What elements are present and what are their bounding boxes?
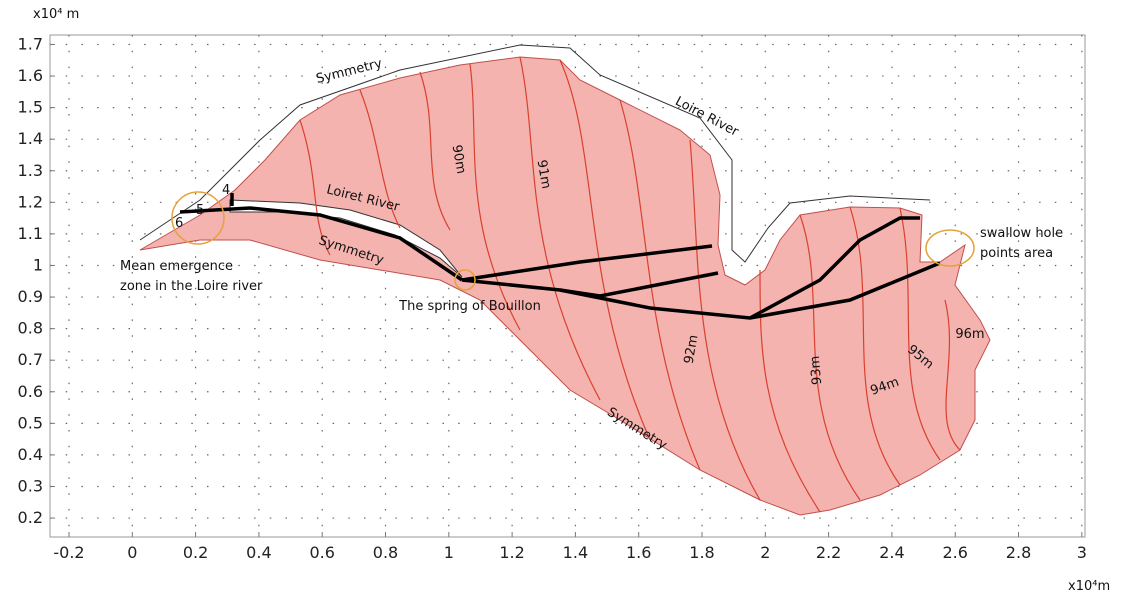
x-tick-label: 1.4 [563, 543, 588, 562]
annotation: 4 [222, 183, 230, 198]
y-tick-label: 1.4 [18, 129, 43, 148]
y-tick-label: 1.6 [18, 66, 43, 85]
x-tick-label: 2.8 [1006, 543, 1031, 562]
annotation: swallow hole [980, 226, 1063, 241]
y-tick-label: 0.8 [18, 319, 43, 338]
y-tick-label: 0.7 [18, 350, 43, 369]
y-tick-label: 0.2 [18, 508, 43, 527]
conduits [179, 193, 941, 320]
x-tick-label: 2.2 [816, 543, 841, 562]
x-tick-label: 0.2 [183, 543, 208, 562]
x-tick-label: 1.8 [689, 543, 714, 562]
x-unit: x10⁴m [1068, 579, 1110, 594]
annotation: Mean emergence [120, 259, 233, 274]
y-tick-label: 1.1 [18, 224, 43, 243]
annotation: 96m [955, 327, 984, 342]
y-tick-label: 1.3 [18, 161, 43, 180]
x-tick-label: 1.2 [499, 543, 524, 562]
annotation: zone in the Loire river [120, 279, 263, 294]
x-tick-label: 0 [127, 543, 137, 562]
y-tick-label: 1.7 [18, 34, 43, 53]
annotation: The spring of Bouillon [398, 299, 541, 314]
contours [299, 56, 961, 513]
x-tick-label: 3 [1077, 543, 1087, 562]
y-tick-label: 0.9 [18, 287, 43, 306]
x-tick-label: 2 [760, 543, 770, 562]
y-tick-label: 1.5 [18, 98, 43, 117]
x-tick-label: 1.6 [626, 543, 651, 562]
y-tick-label: 0.6 [18, 382, 43, 401]
x-tick-label: 0.8 [373, 543, 398, 562]
annotation: 5 [196, 203, 204, 218]
annotation: points area [980, 246, 1053, 261]
y-tick-label: 0.3 [18, 476, 43, 495]
zone-circles [171, 191, 975, 291]
y-unit: x10⁴ m [33, 7, 79, 22]
annotation: 93m [808, 355, 825, 385]
y-tick-label: 1.2 [18, 192, 43, 211]
x-tick-label: 0.4 [246, 543, 271, 562]
x-tick-label: 2.6 [943, 543, 968, 562]
y-tick-label: 1 [33, 255, 43, 274]
annotation: 6 [175, 216, 183, 231]
x-tick-label: 2.4 [879, 543, 904, 562]
y-tick-label: 0.5 [18, 413, 43, 432]
x-tick-label: -0.2 [53, 543, 84, 562]
annotation: 90m [449, 144, 469, 175]
y-tick-label: 0.4 [18, 445, 43, 464]
x-tick-label: 0.6 [309, 543, 334, 562]
annotation: 92m [682, 334, 702, 365]
x-tick-label: 1 [444, 543, 454, 562]
loire-river-bank [139, 44, 931, 263]
annotation: 91m [534, 159, 554, 190]
